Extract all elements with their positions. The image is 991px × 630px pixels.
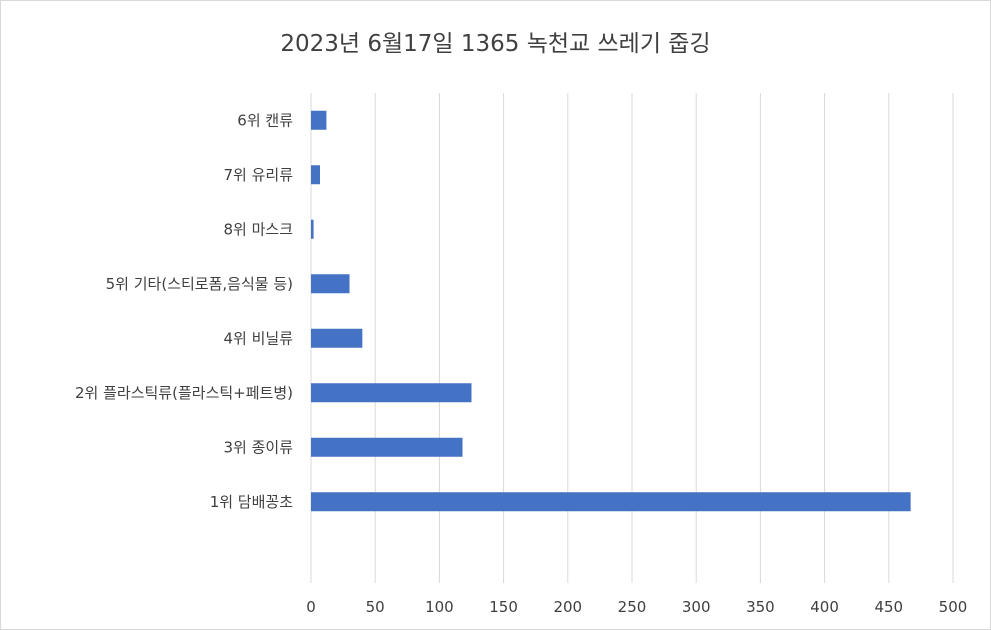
bar-7 (311, 437, 463, 457)
category-label-1: 6위 캔류 (237, 111, 293, 129)
bar-5 (311, 328, 363, 348)
x-tick-label-150: 150 (489, 598, 518, 616)
category-label-5: 4위 비닐류 (223, 329, 293, 347)
x-tick-label-450: 450 (874, 598, 903, 616)
category-label-8: 1위 담배꽁초 (210, 493, 294, 511)
x-tick-label-100: 100 (425, 598, 454, 616)
category-label-4: 5위 기타(스티로폼,음식물 등) (106, 275, 293, 293)
x-tick-label-200: 200 (553, 598, 582, 616)
category-label-3: 8위 마스크 (223, 220, 293, 238)
bar-4 (311, 274, 350, 294)
bar-3 (311, 219, 314, 239)
x-tick-label-350: 350 (746, 598, 775, 616)
x-tick-label-400: 400 (810, 598, 839, 616)
bar-2 (311, 165, 320, 185)
x-tick-label-0: 0 (306, 598, 316, 616)
category-label-6: 2위 플라스틱류(플라스틱+페트병) (75, 384, 293, 402)
bar-1 (311, 110, 327, 130)
category-label-7: 3위 종이류 (223, 438, 293, 456)
x-tick-label-500: 500 (939, 598, 968, 616)
bar-6 (311, 383, 472, 403)
x-tick-label-50: 50 (366, 598, 385, 616)
x-tick-label-300: 300 (682, 598, 711, 616)
x-tick-label-250: 250 (618, 598, 647, 616)
category-label-2: 7위 유리류 (223, 166, 293, 184)
chart-title: 2023년 6월17일 1365 녹천교 쓰레기 줍깅 (280, 31, 711, 57)
bar-8 (311, 492, 911, 512)
